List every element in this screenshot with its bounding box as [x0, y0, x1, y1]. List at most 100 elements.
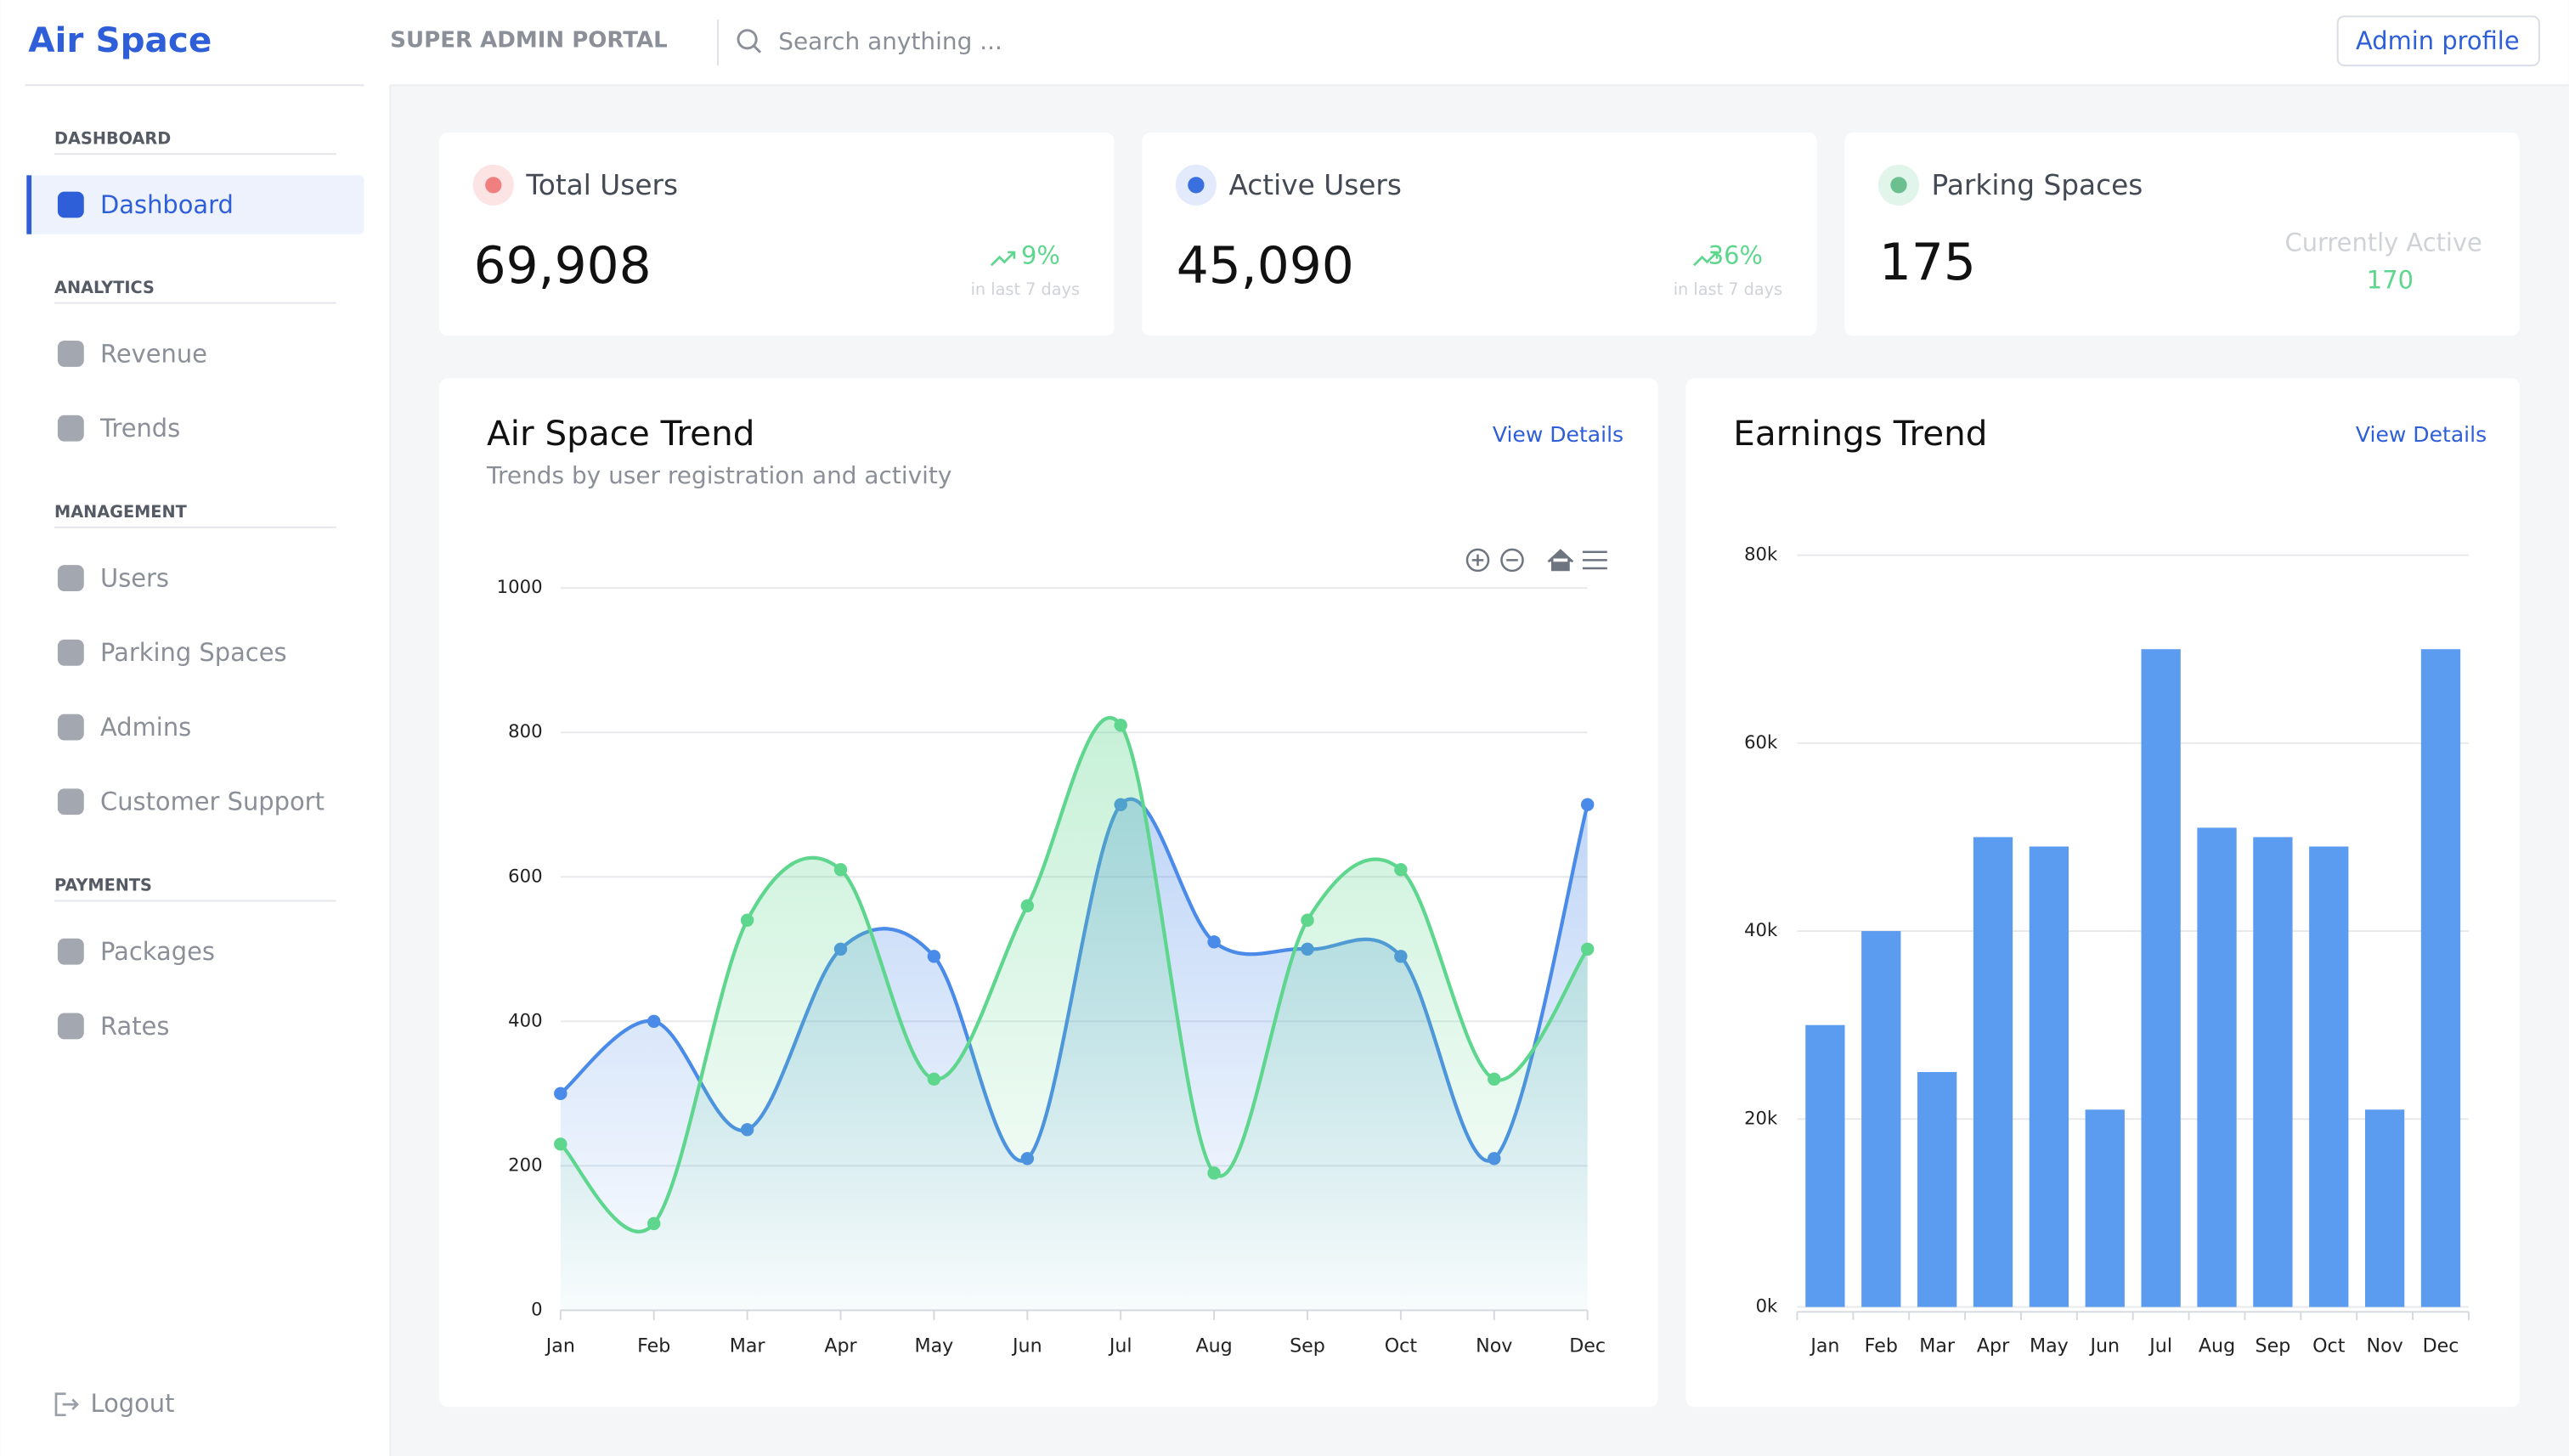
data-point[interactable] [1207, 1166, 1221, 1180]
bar[interactable] [2365, 1109, 2405, 1307]
bar[interactable] [1861, 931, 1901, 1307]
x-tick-label: Sep [2256, 1335, 2291, 1357]
nav-item[interactable]: Trends [99, 414, 180, 443]
y-tick-label: 600 [508, 865, 542, 886]
stat-value: 69,908 [474, 237, 652, 296]
header-bar [0, 0, 2569, 86]
nav-icon [57, 639, 84, 666]
x-tick-label: Aug [2199, 1335, 2235, 1357]
data-point[interactable] [1488, 1072, 1501, 1086]
stat-value: 45,090 [1177, 237, 1354, 296]
stat-change: 9% [1021, 241, 1060, 270]
stat-status-label: Currently Active [2285, 228, 2482, 257]
data-point[interactable] [1580, 942, 1595, 956]
x-tick-label: Dec [2423, 1335, 2459, 1357]
stat-icon [1890, 177, 1907, 194]
bar[interactable] [1805, 1024, 1845, 1307]
x-tick-label: May [914, 1335, 953, 1357]
nav-icon [57, 415, 84, 442]
x-tick-label: Jan [545, 1335, 575, 1357]
x-tick-label: Mar [1919, 1335, 1956, 1357]
logout[interactable]: Logout [90, 1389, 174, 1418]
x-tick-label: Nov [2367, 1335, 2403, 1357]
data-point[interactable] [1114, 718, 1127, 732]
stat-title: Total Users [525, 169, 678, 201]
profile-button[interactable] [2336, 15, 2540, 67]
nav-icon [57, 788, 84, 815]
stat-period: in last 7 days [971, 279, 1080, 299]
sidebar-section-title: DASHBOARD [54, 128, 171, 148]
active-item-bar [26, 175, 32, 234]
chart-toolbar [1465, 548, 1607, 573]
y-tick-label: 1000 [497, 576, 543, 597]
profile-button-label[interactable]: Admin profile [2356, 26, 2520, 55]
nav-item[interactable]: Customer Support [100, 787, 325, 816]
nav-item[interactable]: Admins [100, 713, 191, 742]
bar[interactable] [1973, 837, 2013, 1307]
x-tick-label: Apr [824, 1335, 857, 1357]
reset-zoom[interactable] [1547, 549, 1574, 572]
brand[interactable]: Air Space [28, 20, 212, 60]
stat-icon [1188, 177, 1205, 194]
x-tick-label: Jul [1108, 1335, 1132, 1357]
data-point[interactable] [1207, 935, 1221, 949]
data-point[interactable] [647, 1216, 661, 1231]
x-tick-label: Jun [2088, 1335, 2120, 1357]
nav-item[interactable]: Parking Spaces [100, 638, 287, 667]
sidebar-section-title: MANAGEMENT [54, 502, 188, 522]
data-point[interactable] [554, 1086, 567, 1101]
nav-icon [57, 191, 84, 218]
x-tick-label: Feb [1865, 1335, 1898, 1357]
search-input[interactable]: Search anything ... [778, 27, 1002, 55]
nav-icon [57, 1013, 84, 1040]
bar[interactable] [2197, 827, 2237, 1307]
x-tick-label: Oct [1385, 1335, 1418, 1357]
nav-item[interactable]: Rates [100, 1012, 169, 1041]
bar[interactable] [2141, 649, 2181, 1307]
chart-title: Earnings Trend [1733, 413, 1987, 454]
data-point[interactable] [1580, 798, 1595, 811]
data-point[interactable] [1301, 913, 1314, 927]
x-tick-label: Feb [637, 1335, 670, 1357]
series-area [560, 717, 1588, 1311]
nav-item[interactable]: Dashboard [100, 190, 234, 219]
bar[interactable] [2253, 837, 2293, 1307]
y-tick-label: 800 [508, 720, 542, 742]
bar[interactable] [2029, 846, 2069, 1307]
data-point[interactable] [927, 950, 941, 963]
data-point[interactable] [1394, 863, 1408, 877]
stat-change: 36% [1708, 241, 1763, 270]
data-point[interactable] [740, 913, 754, 927]
trend-arrow [990, 251, 1016, 267]
sidebar-section-title: ANALYTICS [54, 278, 155, 297]
trend-arrow [1693, 251, 1719, 267]
view-details-link[interactable]: View Details [2356, 422, 2487, 447]
x-tick-label: Mar [730, 1335, 766, 1357]
nav-item[interactable]: Revenue [100, 339, 207, 368]
nav-item[interactable]: Users [100, 564, 169, 593]
y-tick-label: 0k [1756, 1295, 1778, 1317]
view-details-link[interactable]: View Details [1493, 422, 1623, 447]
bar[interactable] [2309, 846, 2349, 1307]
y-tick-label: 20k [1744, 1107, 1778, 1128]
data-point[interactable] [833, 863, 848, 877]
bar[interactable] [2085, 1109, 2125, 1307]
stat-card [1142, 133, 1817, 336]
nav-icon [57, 714, 84, 741]
bar[interactable] [2420, 649, 2461, 1307]
stat-status-value: 170 [2367, 266, 2414, 295]
chart-title: Air Space Trend [487, 413, 754, 454]
chart-menu[interactable] [1582, 550, 1607, 570]
data-point[interactable] [1020, 899, 1035, 912]
search-icon [737, 29, 762, 54]
x-tick-label: Aug [1195, 1335, 1232, 1357]
zoom-in[interactable] [1465, 548, 1490, 573]
nav-item[interactable]: Packages [100, 937, 215, 966]
data-point[interactable] [647, 1014, 661, 1029]
zoom-out[interactable] [1500, 548, 1524, 573]
y-tick-label: 80k [1744, 544, 1778, 565]
data-point[interactable] [554, 1137, 567, 1151]
bar[interactable] [1917, 1072, 1957, 1307]
sidebar-section-title: PAYMENTS [54, 876, 152, 895]
data-point[interactable] [927, 1072, 941, 1086]
